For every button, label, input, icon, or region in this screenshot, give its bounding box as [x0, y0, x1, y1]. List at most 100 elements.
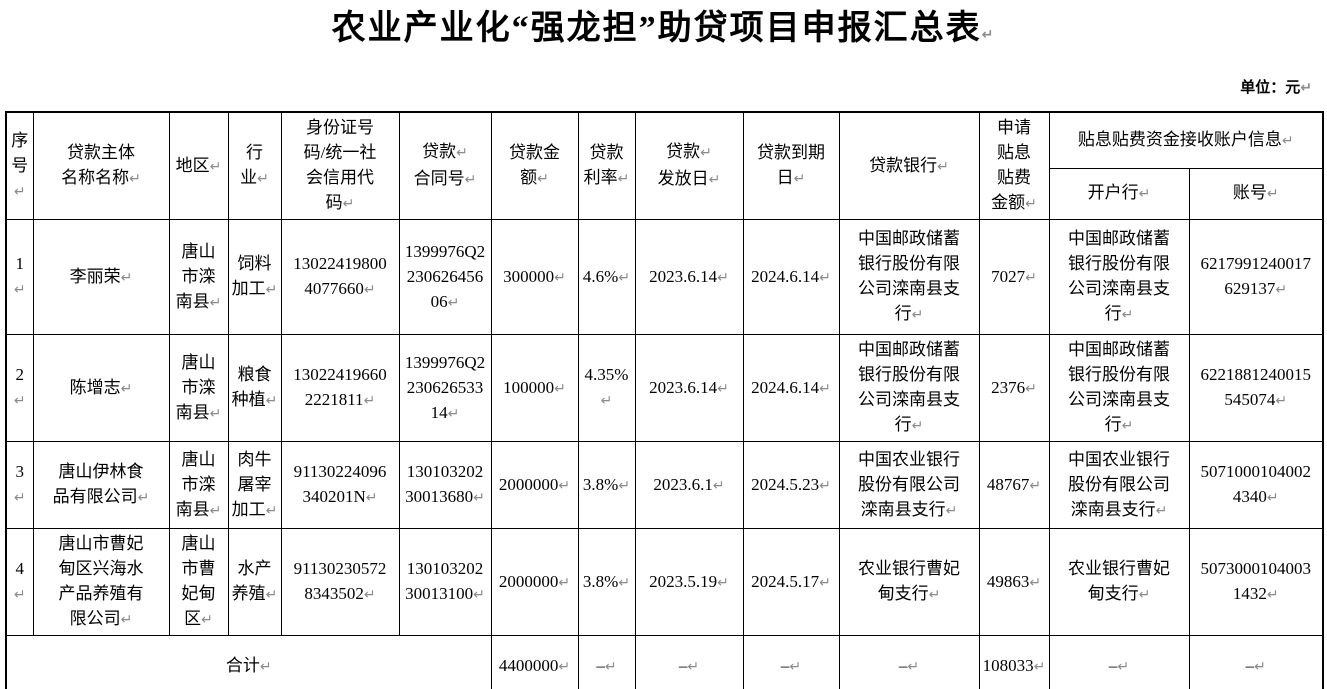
- header-text: 行 业: [240, 143, 263, 187]
- cell-due-date: 2024.5.17↵: [742, 528, 840, 636]
- cell-id-code: 91130230572 8343502↵: [280, 528, 400, 636]
- header-text: 贷款到期 日: [757, 143, 825, 187]
- cell-bank: 农业银行曹妃 甸支行↵: [838, 528, 980, 636]
- col-header-subsidy-amount: 申请 贴息 贴费 金额↵: [978, 111, 1050, 220]
- cell-amount: 100000↵: [490, 334, 579, 442]
- line-break-mark: ↵: [600, 393, 613, 409]
- cell-issue-date: 2023.6.14↵: [634, 219, 744, 335]
- cell-name: 唐山伊林食 品有限公司↵: [32, 441, 170, 529]
- line-break-mark: ↵: [1275, 393, 1288, 409]
- page-title-text: 农业产业化“强龙担”助贷项目申报汇总表: [331, 10, 982, 47]
- col-header-region: 地区↵: [168, 111, 229, 220]
- line-break-mark: ↵: [937, 158, 949, 175]
- table-row: 4↵ 唐山市曹妃 甸区兴海水 产品养殖有 限公司↵ 唐山 市曹 妃甸 区↵ 水产 养殖…: [5, 528, 1324, 636]
- line-break-mark: ↵: [537, 171, 549, 187]
- col-header-loan-rate: 贷款 利率↵: [577, 111, 636, 220]
- line-break-mark: ↵: [1275, 282, 1288, 298]
- header-text: 贷款: [666, 142, 701, 161]
- cell-text: 唐山 市滦 南县: [175, 352, 216, 422]
- total-row: 合计↵ 4400000↵ –↵ –↵ –↵ –↵ 108033↵ –↵ –↵: [5, 635, 1324, 689]
- cell-account-no: 5071000104002 4340↵: [1188, 441, 1324, 529]
- line-break-mark: ↵: [558, 477, 571, 494]
- line-break-mark: ↵: [363, 587, 376, 603]
- cell-text: 粮食 种植: [231, 365, 272, 409]
- cell-industry: 饲料 加工↵: [227, 219, 282, 335]
- cell-text: 水产 养殖: [231, 559, 272, 603]
- cell-text: 13022419660 2221811: [293, 365, 387, 409]
- cell-subsidy: 7027↵: [978, 219, 1050, 335]
- line-break-mark: ↵: [259, 659, 272, 676]
- page-title: 农业产业化“强龙担”助贷项目申报汇总表↵: [5, 8, 1322, 56]
- cell-text: 100000: [503, 377, 555, 397]
- line-break-mark: ↵: [1029, 477, 1042, 494]
- line-break-mark: ↵: [1121, 307, 1134, 323]
- line-break-mark: ↵: [911, 307, 924, 323]
- line-break-mark: ↵: [473, 490, 485, 506]
- total-subsidy-cell: 108033↵: [978, 635, 1050, 689]
- header-text: 贷款金 额: [509, 143, 560, 187]
- cell-rate: 4.35% ↵: [577, 334, 636, 442]
- cell-subsidy: 48767↵: [978, 441, 1050, 529]
- table-row: 1↵ 李丽荣↵ 唐山 市滦 南县↵ 饲料 加工↵ 13022419800 4077660…: [5, 219, 1324, 335]
- line-break-mark: ↵: [265, 393, 278, 409]
- total-dash: –: [1108, 656, 1118, 676]
- header-text: 贴息贴费资金接收账户信息: [1077, 129, 1282, 149]
- line-break-mark: ↵: [342, 196, 355, 212]
- cell-issue-date: 2023.6.1↵: [634, 441, 744, 529]
- line-break-mark: ↵: [209, 405, 222, 422]
- cell-name: 陈增志↵: [32, 334, 170, 442]
- cell-text: 5071000104002 4340: [1200, 462, 1312, 506]
- loan-summary-table: 序 号↵ 贷款主体 名称名称↵ 地区↵ 行 业↵ 身份证号 码/统一社 会信用代…: [5, 111, 1325, 689]
- cell-text: 1399976Q2 230626456 06: [404, 241, 486, 311]
- total-due-date-cell: –↵: [742, 635, 840, 689]
- cell-text: 4.6%: [582, 266, 619, 286]
- line-break-mark: ↵: [209, 158, 222, 175]
- line-break-mark: ↵: [265, 282, 278, 298]
- line-break-mark: ↵: [1138, 587, 1151, 603]
- cell-subsidy: 2376↵: [978, 334, 1050, 442]
- cell-text: 唐山 市曹 妃甸 区: [181, 534, 216, 628]
- cell-text: 2023.6.14: [649, 377, 718, 397]
- line-break-mark: ↵: [363, 282, 376, 298]
- line-break-mark: ↵: [981, 27, 996, 43]
- cell-region: 唐山 市滦 南县↵: [168, 334, 229, 442]
- cell-issue-date: 2023.5.19↵: [634, 528, 744, 636]
- line-break-mark: ↵: [265, 502, 278, 519]
- col-header-loan-bank: 贷款银行↵: [838, 111, 980, 220]
- header-text: 合同号: [413, 169, 465, 188]
- total-dash: –: [780, 656, 790, 676]
- cell-text: 6221881240015 545074: [1200, 365, 1312, 409]
- header-text: 贷款: [422, 142, 457, 161]
- cell-no: 4↵: [5, 528, 34, 636]
- cell-text: 3.8%: [582, 571, 619, 591]
- header-text: 贷款主体 名称名称: [61, 143, 135, 187]
- cell-due-date: 2024.6.14↵: [742, 334, 840, 442]
- total-label: 合计: [225, 656, 260, 676]
- line-break-mark: ↵: [687, 659, 700, 676]
- line-break-mark: ↵: [209, 502, 222, 519]
- line-break-mark: ↵: [1025, 380, 1037, 397]
- line-break-mark: ↵: [793, 171, 806, 187]
- line-break-mark: ↵: [265, 587, 278, 603]
- cell-account-bank: 农业银行曹妃 甸支行↵: [1048, 528, 1190, 636]
- line-break-mark: ↵: [717, 380, 729, 397]
- cell-text: 2024.5.23: [751, 474, 820, 494]
- cell-text: 中国邮政储蓄 银行股份有限 公司滦南县支 行: [1068, 229, 1170, 323]
- cell-region: 唐山 市曹 妃甸 区↵: [168, 528, 229, 636]
- line-break-mark: ↵: [1266, 490, 1279, 506]
- cell-text: 2023.6.14: [649, 266, 718, 286]
- total-dash: –: [898, 656, 908, 676]
- cell-rate: 3.8%↵: [577, 528, 636, 636]
- total-account-no-cell: –↵: [1188, 635, 1324, 689]
- line-break-mark: ↵: [819, 380, 831, 397]
- cell-text: 2023.6.1: [653, 474, 713, 494]
- line-break-mark: ↵: [708, 172, 721, 188]
- unit-note-text: 单位：元: [1240, 80, 1301, 96]
- line-break-mark: ↵: [558, 574, 571, 591]
- col-header-industry: 行 业↵: [227, 111, 282, 220]
- line-break-mark: ↵: [819, 269, 831, 286]
- line-break-mark: ↵: [120, 612, 133, 628]
- cell-text: 6217991240017 629137: [1200, 254, 1312, 298]
- cell-rate: 3.8%↵: [577, 441, 636, 529]
- line-break-mark: ↵: [447, 294, 460, 311]
